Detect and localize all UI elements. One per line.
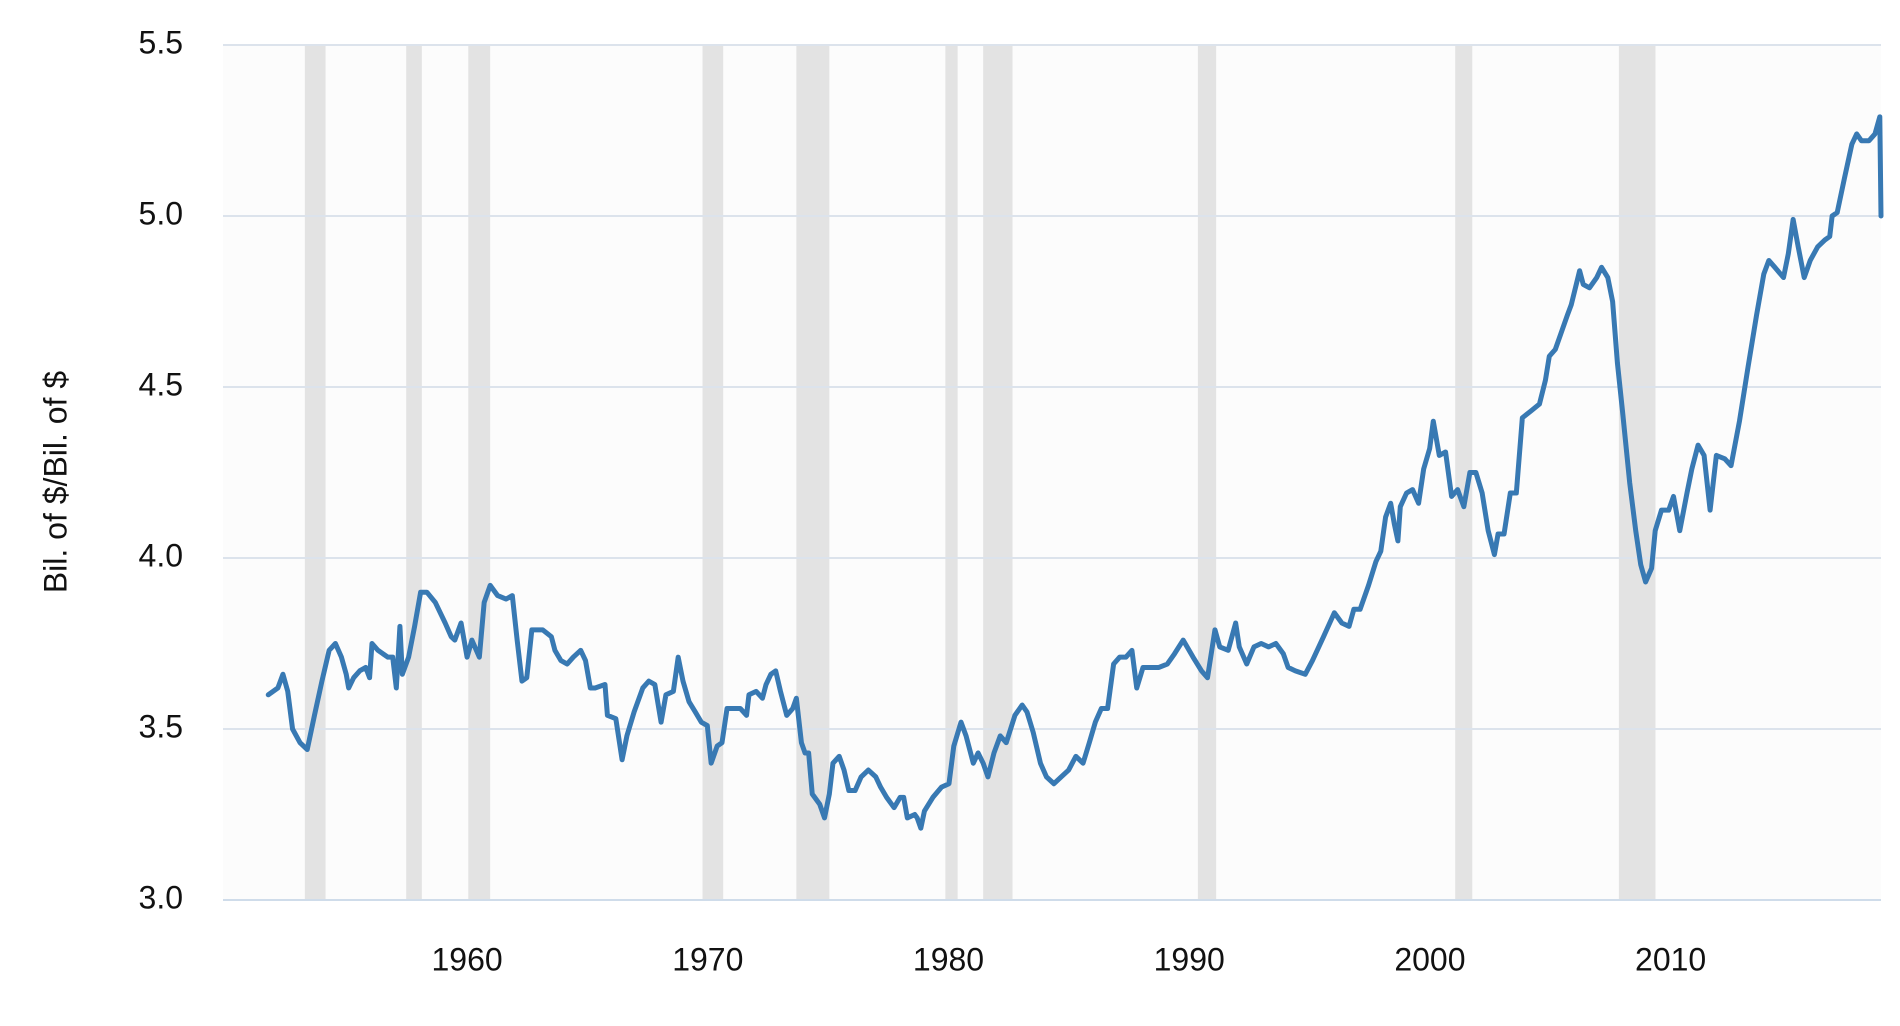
plot-area [223,45,1881,900]
x-tick-label: 2000 [1394,941,1465,977]
recession-band [796,45,830,900]
x-tick-label: 2010 [1635,941,1706,977]
recession-band [1197,45,1217,900]
x-tick-label: 1990 [1154,941,1225,977]
data-line [265,114,1884,831]
recession-band [1455,45,1473,900]
y-tick-label: 5.0 [139,195,183,231]
x-tick-label: 1970 [672,941,743,977]
recession-band [468,45,491,900]
y-tick-label: 3.0 [139,879,183,915]
y-tick-label: 5.5 [139,24,183,60]
y-tick-label: 4.0 [139,537,183,573]
y-tick-label: 4.5 [139,366,183,402]
recession-band [945,45,958,900]
recession-band [1618,45,1656,900]
x-tick-label: 1960 [431,941,502,977]
recession-band [304,45,326,900]
y-tick-label: 3.5 [139,708,183,744]
recession-band [406,45,422,900]
recession-band [702,45,724,900]
x-tick-label: 1980 [913,941,984,977]
y-axis-label: Bil. of $/Bil. of $ [37,371,73,594]
recession-band [983,45,1013,900]
